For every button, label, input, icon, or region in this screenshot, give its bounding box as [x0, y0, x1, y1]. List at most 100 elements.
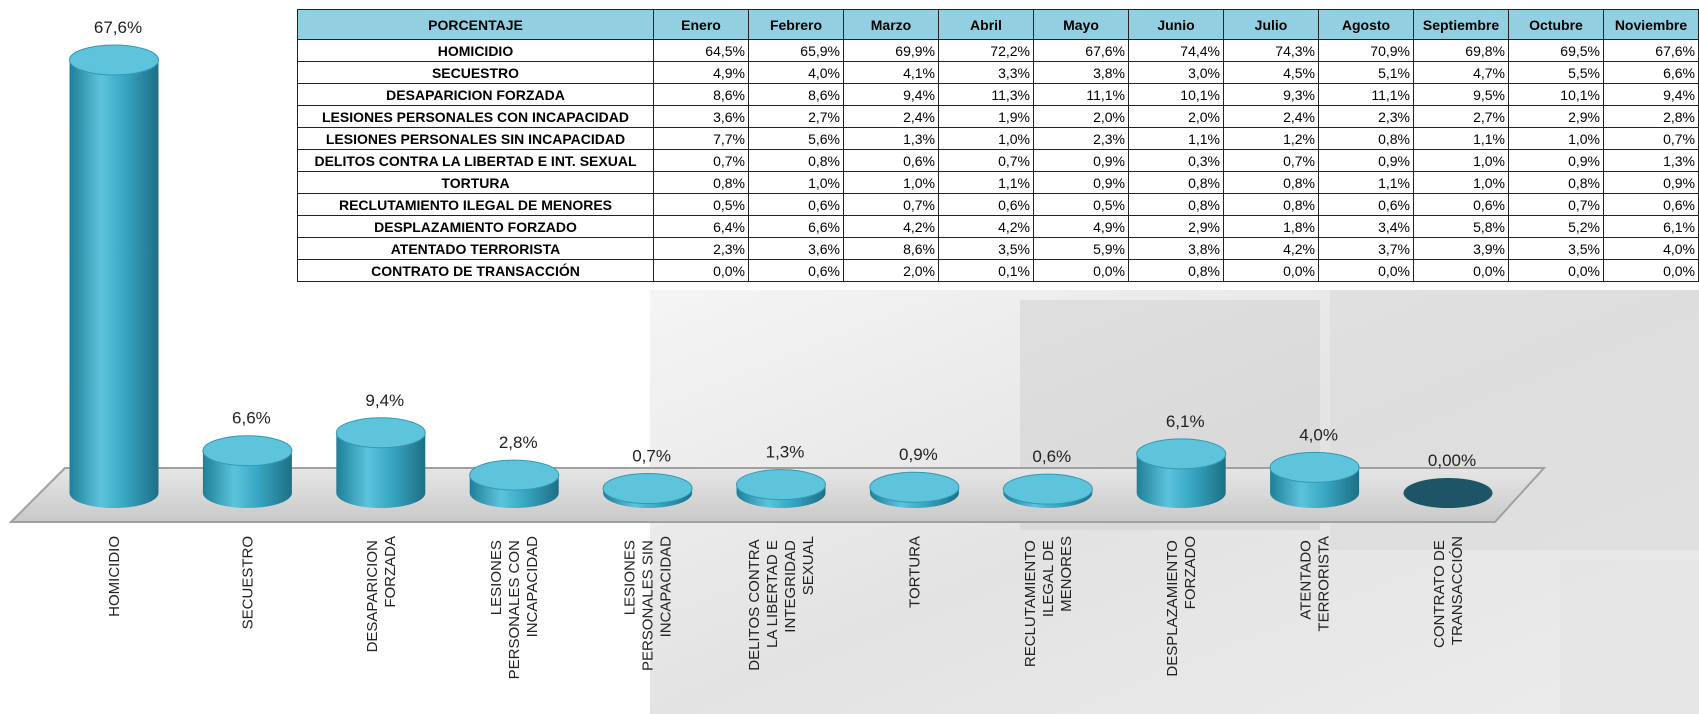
cylinder [469, 459, 560, 509]
cell: 0,8% [1508, 171, 1604, 194]
table-row: RECLUTAMIENTO ILEGAL DE MENORES 0,5% 0,6% 0… [297, 193, 1699, 216]
cell: 2,3% [1033, 127, 1129, 150]
table-row: HOMICIDIO 64,5% 65,9% 69,9% 72,2% 67,6% 74,4% 7… [297, 39, 1699, 62]
cell: 3,6% [748, 237, 844, 260]
row-label: DELITOS CONTRA LA LIBERTAD E INT. SEXUAL [297, 149, 654, 172]
cell: 2,9% [1128, 215, 1224, 238]
cell: 10,1% [1128, 83, 1224, 106]
cell: 70,9% [1318, 39, 1414, 62]
cell: 1,0% [1413, 149, 1509, 172]
cell: 4,0% [748, 61, 844, 84]
cylinder-top [736, 469, 826, 501]
cell: 11,1% [1033, 83, 1129, 106]
cell: 64,5% [653, 39, 749, 62]
table-row: DESPLAZAMIENTO FORZADO 6,4% 6,6% 4,2% 4,2% 4,… [297, 215, 1699, 238]
row-label: LESIONES PERSONALES SIN INCAPACIDAD [297, 127, 654, 150]
cell: 0,9% [1318, 149, 1414, 172]
cylinder-top [202, 435, 293, 467]
cylinder-body [202, 450, 292, 509]
cylinder [869, 471, 960, 509]
cell: 6,6% [1603, 61, 1699, 84]
cell: 1,1% [1318, 171, 1414, 194]
cylinder-top [869, 471, 960, 503]
header-row: PORCENTAJE Enero Febrero Marzo Abril Mayo Juni… [297, 9, 1699, 40]
cell: 3,4% [1318, 215, 1414, 238]
data-label: 4,0% [1299, 425, 1338, 444]
header-cell: Mayo [1033, 9, 1129, 40]
cell: 3,0% [1128, 61, 1224, 84]
cell: 2,7% [1413, 105, 1509, 128]
cylinder [1269, 451, 1360, 509]
cell: 0,6% [938, 193, 1034, 216]
cell: 0,8% [1223, 193, 1319, 216]
x-tick-label: DELITOS CONTRA LA LIBERTAD E INTEGRIDAD … [746, 536, 817, 671]
cell: 5,1% [1318, 61, 1414, 84]
header-cell: PORCENTAJE [297, 9, 654, 40]
cell: 2,3% [1318, 105, 1414, 128]
data-label: 6,1% [1166, 412, 1205, 431]
cell: 0,7% [1603, 127, 1699, 150]
cylinder-top [335, 417, 426, 449]
cell: 2,4% [1223, 105, 1319, 128]
cell: 9,3% [1223, 83, 1319, 106]
cell: 1,8% [1223, 215, 1319, 238]
cell: 69,5% [1508, 39, 1604, 62]
data-label: 1,3% [766, 443, 805, 462]
header-cell: Junio [1128, 9, 1224, 40]
cell: 0,7% [653, 149, 749, 172]
cylinder [736, 469, 826, 509]
x-tick-label: LESIONES PERSONALES CON INCAPACIDAD [488, 536, 541, 680]
header-cell: Julio [1223, 9, 1319, 40]
cell: 72,2% [938, 39, 1034, 62]
cylinder-top [1403, 478, 1493, 508]
cell: 0,8% [748, 149, 844, 172]
row-label: ATENTADO TERRORISTA [297, 237, 654, 260]
cell: 0,7% [938, 149, 1034, 172]
row-label: LESIONES PERSONALES CON INCAPACIDAD [297, 105, 654, 128]
row-label: CONTRATO DE TRANSACCIÓN [297, 259, 654, 282]
cell: 5,5% [1508, 61, 1604, 84]
cell: 3,8% [1033, 61, 1129, 84]
cylinder [1002, 473, 1093, 508]
cell: 3,6% [653, 105, 749, 128]
data-label: 2,8% [499, 433, 538, 452]
header-cell: Agosto [1318, 9, 1414, 40]
cell: 1,0% [938, 127, 1034, 150]
cell: 0,7% [1508, 193, 1604, 216]
cell: 2,0% [1033, 105, 1129, 128]
cell: 0,8% [653, 171, 749, 194]
cylinder-body [336, 432, 426, 509]
cell: 0,0% [1508, 259, 1604, 282]
table-row: TORTURA 0,8% 1,0% 1,0% 1,1% 0,9% 0,8% 0,8% 1,1% 1… [297, 171, 1699, 194]
cylinder-body [69, 60, 159, 509]
data-label: 0,9% [899, 445, 938, 464]
cell: 4,2% [1223, 237, 1319, 260]
cell: 1,0% [843, 171, 939, 194]
cell: 1,1% [1413, 127, 1509, 150]
x-tick-label: TORTURA [906, 536, 923, 608]
row-label: DESPLAZAMIENTO FORZADO [297, 215, 654, 238]
cylinder-top [469, 459, 560, 491]
cell: 69,8% [1413, 39, 1509, 62]
cell: 0,0% [1603, 259, 1699, 282]
cell: 4,9% [1033, 215, 1129, 238]
cell: 3,9% [1413, 237, 1509, 260]
cell: 0,8% [1128, 193, 1224, 216]
cell: 0,0% [1318, 259, 1414, 282]
x-tick-label: SECUESTRO [239, 536, 256, 629]
cell: 5,6% [748, 127, 844, 150]
cell: 2,3% [653, 237, 749, 260]
cell: 0,0% [1223, 259, 1319, 282]
table-row: LESIONES PERSONALES SIN INCAPACIDAD 7,7% 5… [297, 127, 1699, 150]
cell: 0,6% [1413, 193, 1509, 216]
cell: 4,9% [653, 61, 749, 84]
cell: 0,8% [1223, 171, 1319, 194]
x-tick-label: CONTRATO DE TRANSACCIÓN [1431, 536, 1466, 648]
row-label: HOMICIDIO [297, 39, 654, 62]
cell: 4,7% [1413, 61, 1509, 84]
cell: 4,2% [843, 215, 939, 238]
cylinder-top [602, 473, 693, 505]
header-cell: Abril [938, 9, 1034, 40]
